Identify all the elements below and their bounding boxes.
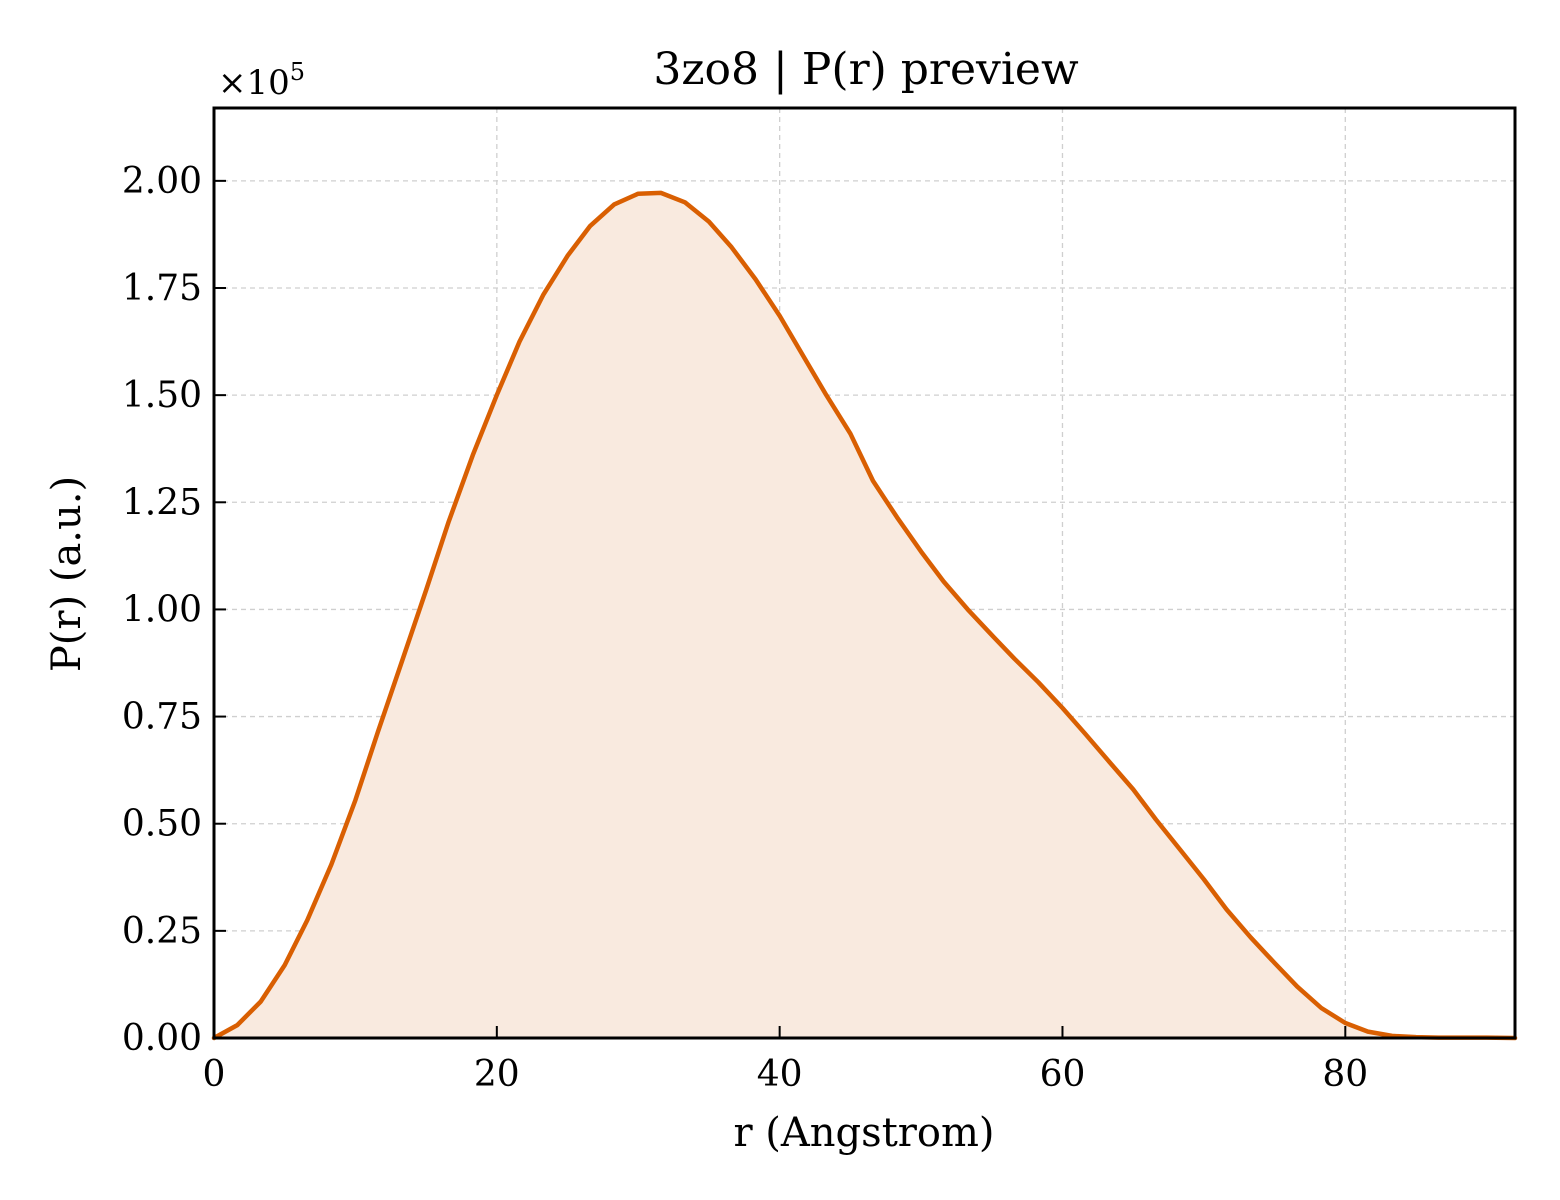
y-tick-label: 1.75 [122,268,202,309]
area-fill [214,192,1515,1038]
x-tick-label: 80 [1322,1054,1368,1095]
x-tick-label: 20 [474,1054,520,1095]
y-multiplier-base: ×10 [218,63,290,103]
y-tick-label: 2.00 [122,161,202,202]
x-axis-label: r (Angstrom) [733,1110,994,1156]
y-tick-label: 1.25 [122,482,202,523]
pr-series-line [211,190,1518,1041]
x-tick-label: 40 [757,1054,803,1095]
y-tick-label: 0.00 [122,1018,202,1059]
y-tick-label: 1.50 [122,375,202,416]
y-tick-label: 0.75 [122,697,202,738]
y-axis-ticks: 0.00 0.25 0.50 0.75 1.00 1.25 1.50 1.75 2.00 [122,161,226,1059]
y-tick-label: 0.25 [122,911,202,952]
y-multiplier-exponent: 5 [290,58,305,86]
y-axis-label: P(r) (a.u.) [44,476,90,672]
y-tick-label: 1.00 [122,589,202,630]
x-axis-ticks: 0 20 40 60 80 [203,1026,1368,1095]
y-multiplier-label: ×105 [218,58,305,103]
x-tick-label: 0 [203,1054,226,1095]
y-tick-label: 0.50 [122,804,202,845]
chart-title: 3zo8 | P(r) preview [653,44,1079,95]
x-tick-label: 60 [1040,1054,1086,1095]
plot-frame [212,106,1517,1040]
